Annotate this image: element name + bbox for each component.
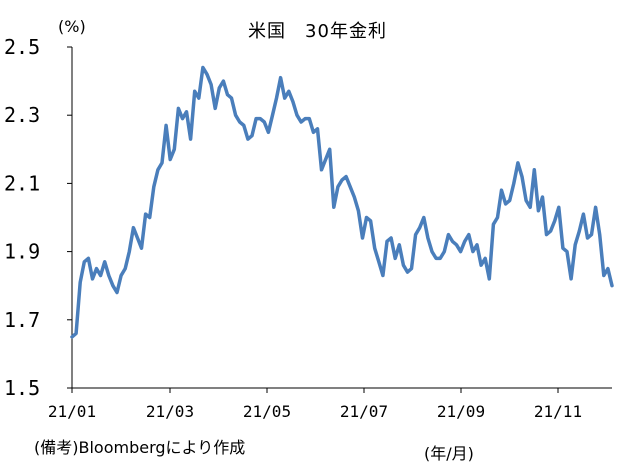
x-axis-unit: (年/月) [424, 444, 474, 463]
series-line [70, 65, 614, 339]
y-tick-label: 2.5 [4, 35, 40, 59]
y-tick-label: 1.7 [4, 308, 40, 332]
source-note: (備考)Bloombergにより作成 [34, 438, 246, 457]
y-tick-label: 2.3 [4, 103, 40, 127]
chart-title: 米国 30年金利 [248, 21, 387, 42]
y-axis-unit: (%) [58, 17, 86, 36]
x-tick-label: 21/07 [340, 402, 388, 421]
y-tick-label: 1.5 [4, 376, 40, 400]
y-tick-labels: 2.5 2.3 2.1 1.9 1.7 1.5 [4, 35, 40, 400]
y-tick-label: 2.1 [4, 171, 40, 195]
y-tick-label: 1.9 [4, 240, 40, 264]
x-tick-labels: 21/01 21/03 21/05 21/07 21/09 21/11 [48, 402, 582, 421]
x-tick-label: 21/09 [437, 402, 485, 421]
x-tick-label: 21/11 [534, 402, 582, 421]
x-tick-label: 21/01 [48, 402, 96, 421]
chart-axes [67, 46, 612, 393]
x-tick-label: 21/03 [146, 402, 194, 421]
chart-series [70, 65, 614, 339]
x-tick-label: 21/05 [243, 402, 291, 421]
